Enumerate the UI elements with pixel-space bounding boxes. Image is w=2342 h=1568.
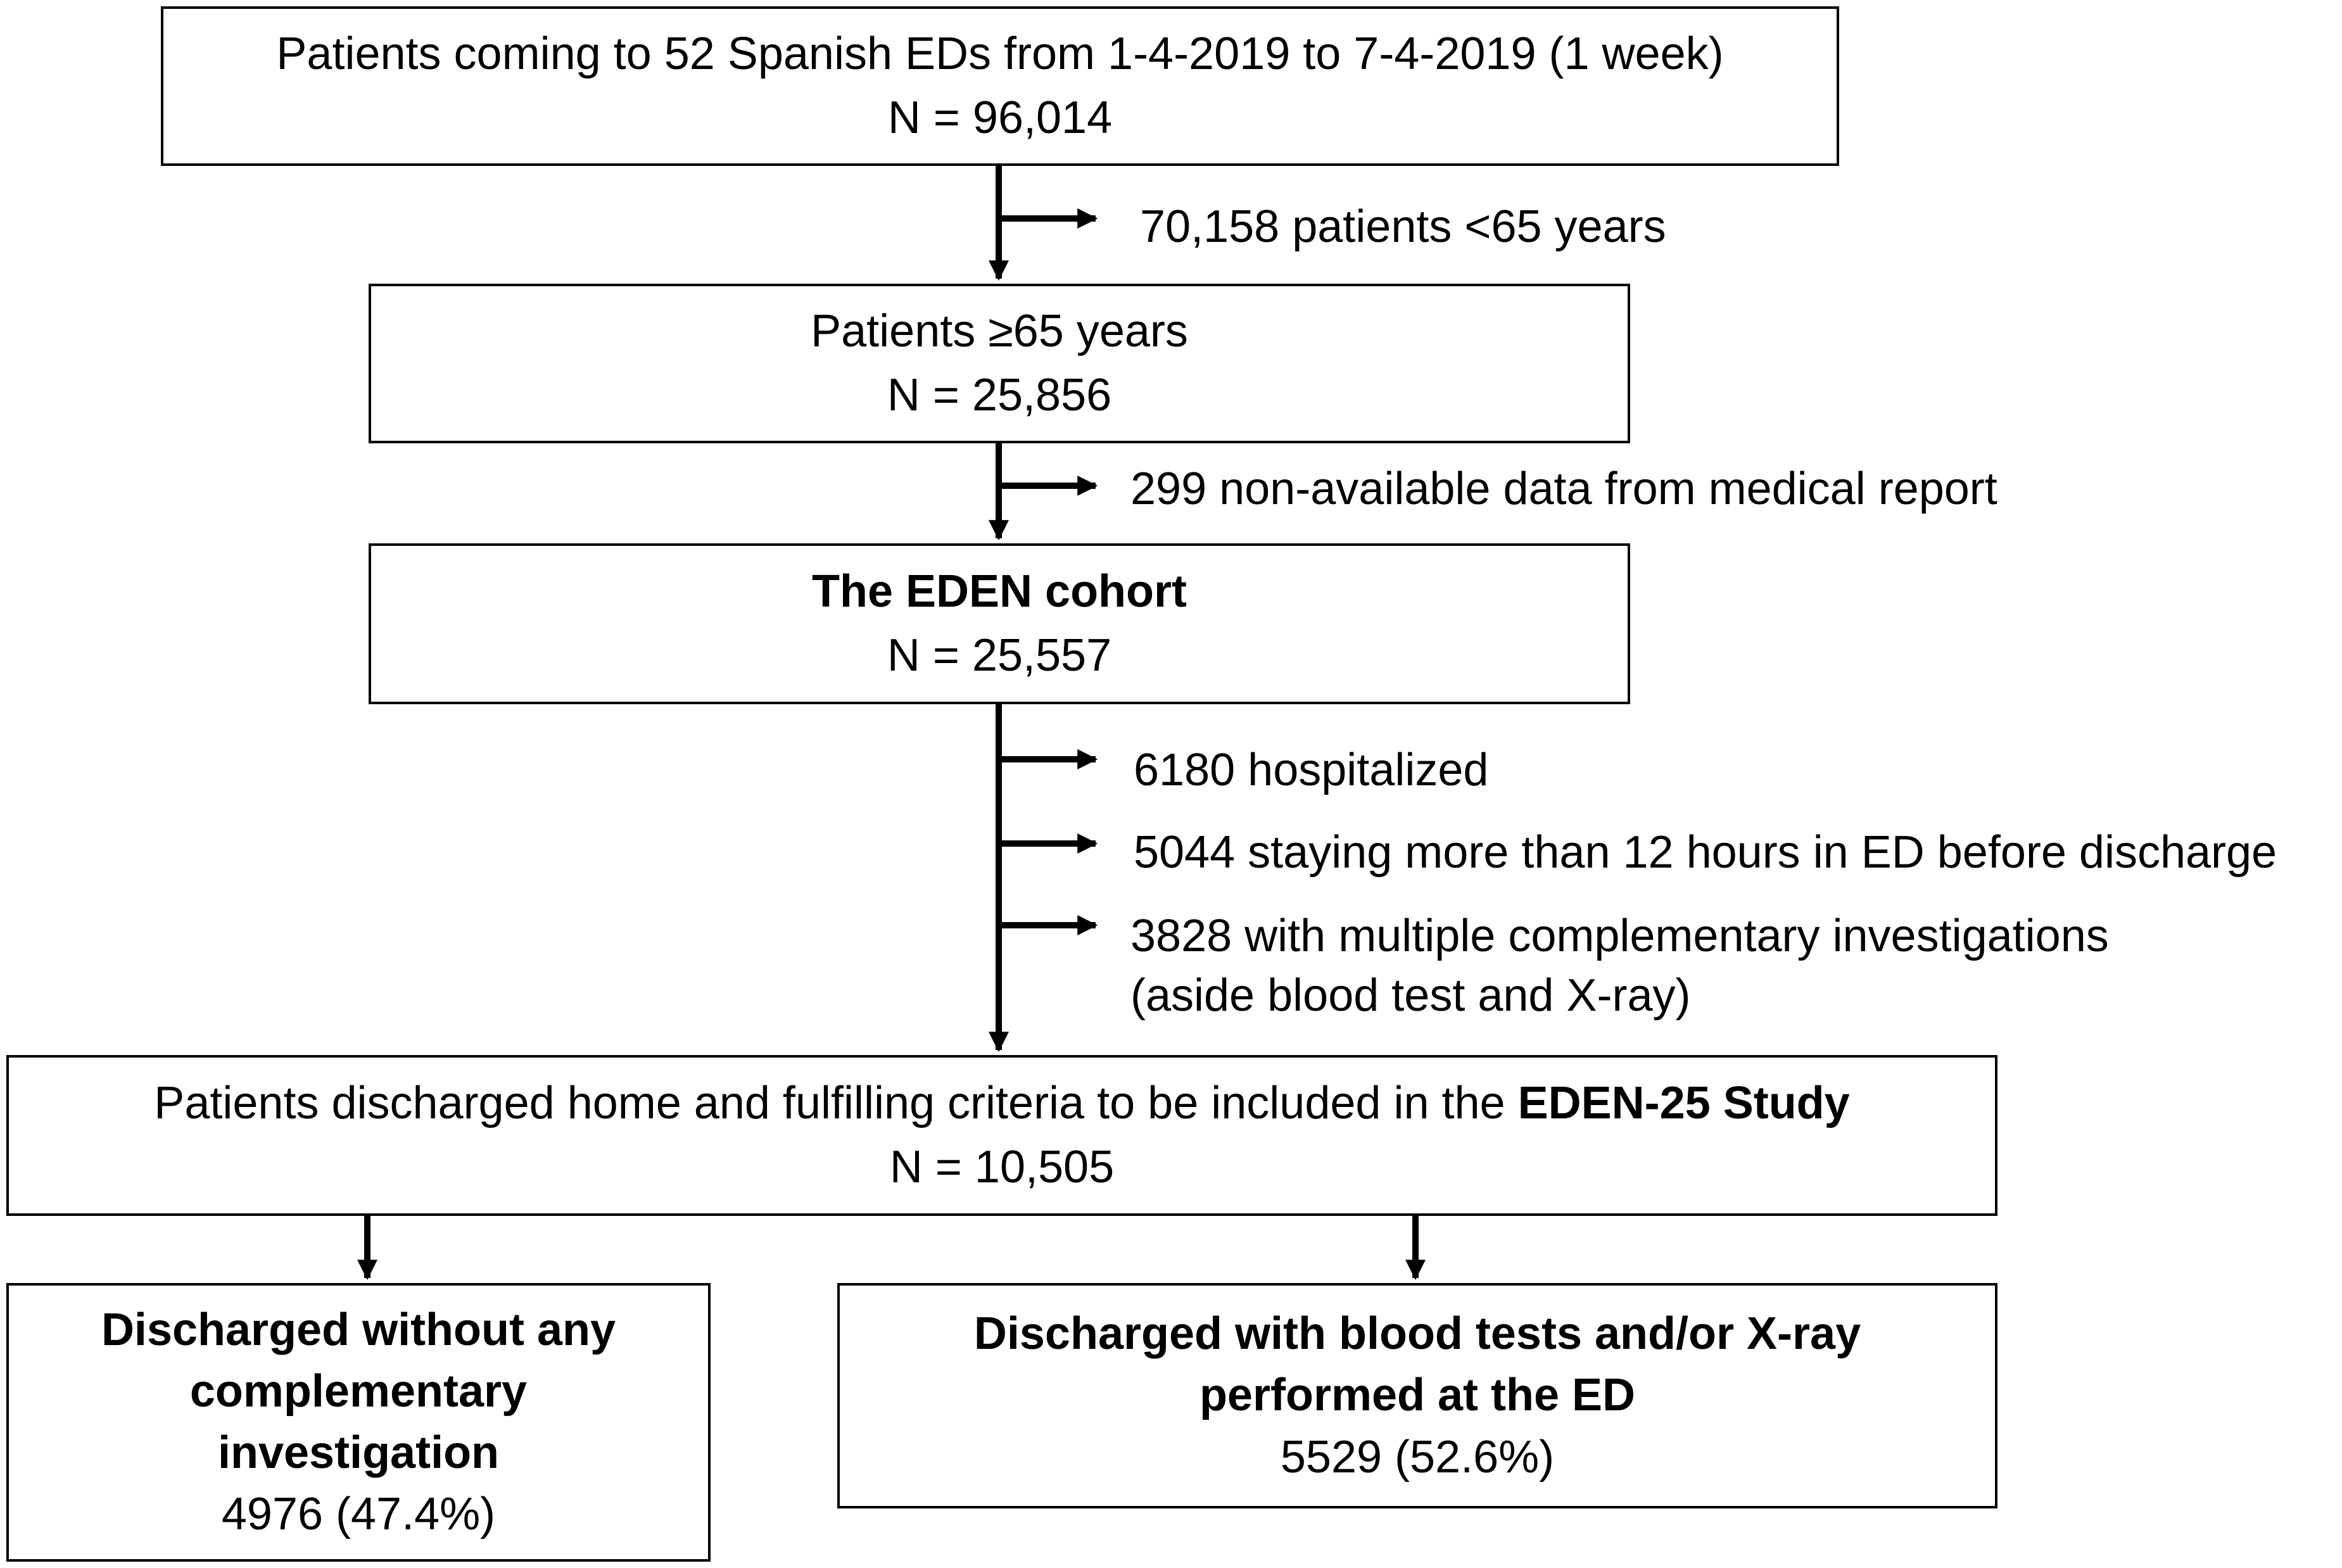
box-eden25: Patients discharged home and fulfilling … <box>6 1055 1997 1216</box>
box-eden-cohort: The EDEN cohort N = 25,557 <box>369 543 1630 704</box>
box-all-patients-count: N = 96,014 <box>887 92 1113 143</box>
box-all-patients-label: Patients coming to 52 Spanish EDs from 1… <box>276 28 1724 80</box>
box-no-investigation: Discharged without any complementary inv… <box>6 1283 711 1562</box>
box-no-investigation-title-2: complementary <box>189 1365 528 1417</box>
exclusion-multiple-investigations: 3828 with multiple complementary investi… <box>1130 911 2109 1021</box>
box-eden-cohort-count: N = 25,557 <box>887 630 1112 681</box>
box-eden25-count: N = 10,505 <box>889 1142 1115 1192</box>
exclusion-non-available: 299 non-available data from medical repo… <box>1130 464 1997 514</box>
box-with-tests-title-2: performed at the ED <box>1199 1370 1636 1421</box>
box-with-tests-title-1: Discharged with blood tests and/or X-ray <box>973 1308 1861 1360</box>
exclusion-under65: 70,158 patients <65 years <box>1140 201 1666 252</box>
box-no-investigation-title-3: investigation <box>217 1427 500 1478</box>
box-no-investigation-title-1: Discharged without any <box>101 1304 616 1355</box>
box-eden-cohort-title: The EDEN cohort <box>811 566 1187 617</box>
box-no-investigation-value: 4976 (47.4%) <box>221 1489 496 1540</box>
exclusion-hospitalized: 6180 hospitalized <box>1134 745 1489 795</box>
box-with-tests-value: 5529 (52.6%) <box>1280 1431 1555 1483</box>
box-all-patients: Patients coming to 52 Spanish EDs from 1… <box>161 6 1839 166</box>
box-with-tests: Discharged with blood tests and/or X-ray… <box>837 1283 1997 1508</box>
box-eden25-label: Patients discharged home and fulfilling … <box>154 1078 1850 1129</box>
eden25-study-name: EDEN-25 Study <box>1517 1078 1850 1129</box>
box-over65-label: Patients ≥65 years <box>811 306 1188 357</box>
box-over65: Patients ≥65 years N = 25,856 <box>369 284 1630 443</box>
box-over65-count: N = 25,856 <box>887 370 1112 420</box>
exclusion-long-stay: 5044 staying more than 12 hours in ED be… <box>1134 827 2277 878</box>
